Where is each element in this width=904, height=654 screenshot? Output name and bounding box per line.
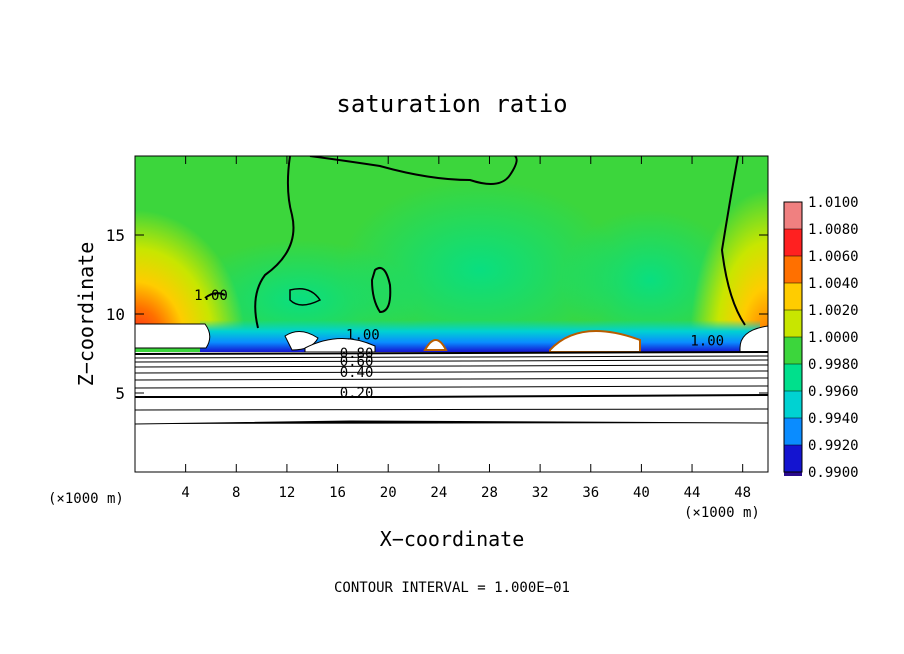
colorbar-swatch xyxy=(784,283,802,310)
colorbar-label: 1.0100 xyxy=(808,195,859,211)
colorbar-swatch xyxy=(784,418,802,445)
colorbar-swatch xyxy=(784,310,802,337)
x-tick-label: 24 xyxy=(430,485,447,501)
x-tick-label: 12 xyxy=(278,485,295,501)
colorbar-swatch xyxy=(784,337,802,364)
x-tick-label: 16 xyxy=(329,485,346,501)
contour-label: 1.00 xyxy=(346,327,380,343)
colorbar-swatch xyxy=(784,229,802,256)
x-tick-label: 4 xyxy=(181,485,189,501)
x-tick-label: 40 xyxy=(633,485,650,501)
contour-label: 0.20 xyxy=(340,386,374,402)
contour-label: 0.80 xyxy=(340,346,374,362)
colorbar-label: 0.9900 xyxy=(808,465,859,481)
heatmap-field xyxy=(135,156,768,472)
colorbar-label: 1.0080 xyxy=(808,222,859,238)
colorbar-label: 0.9940 xyxy=(808,411,859,427)
colorbar-label: 1.0060 xyxy=(808,249,859,265)
colorbar: 1.0100 1.0080 1.0060 1.0040 1.0020 1.0000 0.99… xyxy=(783,195,859,481)
y-axis: 5 10 15 xyxy=(106,226,768,403)
colorbar-swatch xyxy=(784,472,802,476)
x-tick-label: 48 xyxy=(734,485,751,501)
y-tick-label: 5 xyxy=(115,384,125,403)
x-tick-label: 44 xyxy=(684,485,701,501)
x-tick-label: 36 xyxy=(582,485,599,501)
y-tick-label: 15 xyxy=(106,226,125,245)
x-axis-title: X−coordinate xyxy=(380,527,525,551)
y-axis-title: Z−coordinate xyxy=(74,242,98,387)
colorbar-label: 0.9960 xyxy=(808,384,859,400)
x-unit-label-right: (×1000 m) xyxy=(684,505,760,521)
contour-label: 1.00 xyxy=(690,334,724,350)
chart-title: saturation ratio xyxy=(336,90,567,118)
x-unit-label-left: (×1000 m) xyxy=(48,491,124,507)
colorbar-swatch xyxy=(784,391,802,418)
colorbar-swatch xyxy=(784,202,802,229)
x-tick-label: 32 xyxy=(532,485,549,501)
x-tick-label: 20 xyxy=(380,485,397,501)
colorbar-swatch xyxy=(784,364,802,391)
contour-label: 0.60 xyxy=(340,354,374,370)
contour-label: 0.40 xyxy=(340,365,374,381)
colorbar-label: 1.0000 xyxy=(808,330,859,346)
colorbar-swatch xyxy=(784,256,802,283)
colorbar-label: 0.9920 xyxy=(808,438,859,454)
colorbar-label: 1.0040 xyxy=(808,276,859,292)
x-tick-label: 8 xyxy=(232,485,240,501)
contour-label: 1.00 xyxy=(194,288,228,304)
contour-labels: 1.00 1.00 0.800.600.40 0.20 1.00 xyxy=(194,288,724,402)
x-tick-label: 28 xyxy=(481,485,498,501)
y-tick-label: 10 xyxy=(106,305,125,324)
contour-interval-note: CONTOUR INTERVAL = 1.000E−01 xyxy=(334,580,570,596)
x-axis: 4 8 12 16 20 24 28 32 36 40 44 48 xyxy=(181,156,751,501)
colorbar-swatch xyxy=(784,445,802,472)
colorbar-label: 0.9980 xyxy=(808,357,859,373)
colorbar-label: 1.0020 xyxy=(808,303,859,319)
